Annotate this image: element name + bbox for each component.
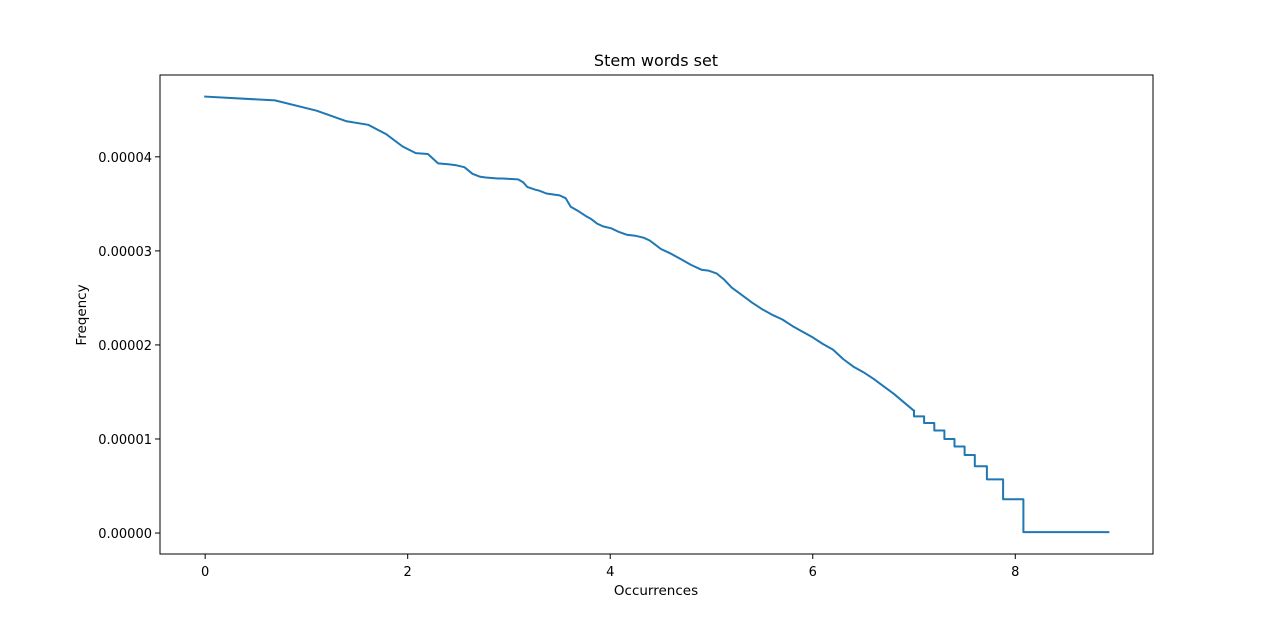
y-axis: 0.00000 0.00001 0.00002 0.00003 0.00004 (98, 151, 160, 542)
series-line (913, 409, 1110, 534)
x-tick-label: 2 (404, 565, 412, 580)
chart-title: Stem words set (594, 51, 718, 70)
series-line (204, 95, 916, 413)
x-tick-label: 8 (1011, 565, 1019, 580)
y-tick-label: 0.00000 (98, 527, 152, 542)
plot-area (204, 95, 1110, 534)
x-axis: 0 2 4 6 8 (201, 554, 1019, 580)
x-tick-label: 6 (809, 565, 817, 580)
y-tick-label: 0.00002 (98, 339, 152, 354)
y-tick-label: 0.00003 (98, 245, 152, 260)
x-tick-label: 0 (201, 565, 209, 580)
y-tick-label: 0.00001 (98, 433, 152, 448)
x-axis-label: Occurrences (614, 583, 698, 599)
axes-frame (159, 74, 1154, 555)
y-axis-label: Freqency (74, 284, 90, 345)
y-tick-label: 0.00004 (98, 151, 152, 166)
x-tick-label: 4 (606, 565, 614, 580)
